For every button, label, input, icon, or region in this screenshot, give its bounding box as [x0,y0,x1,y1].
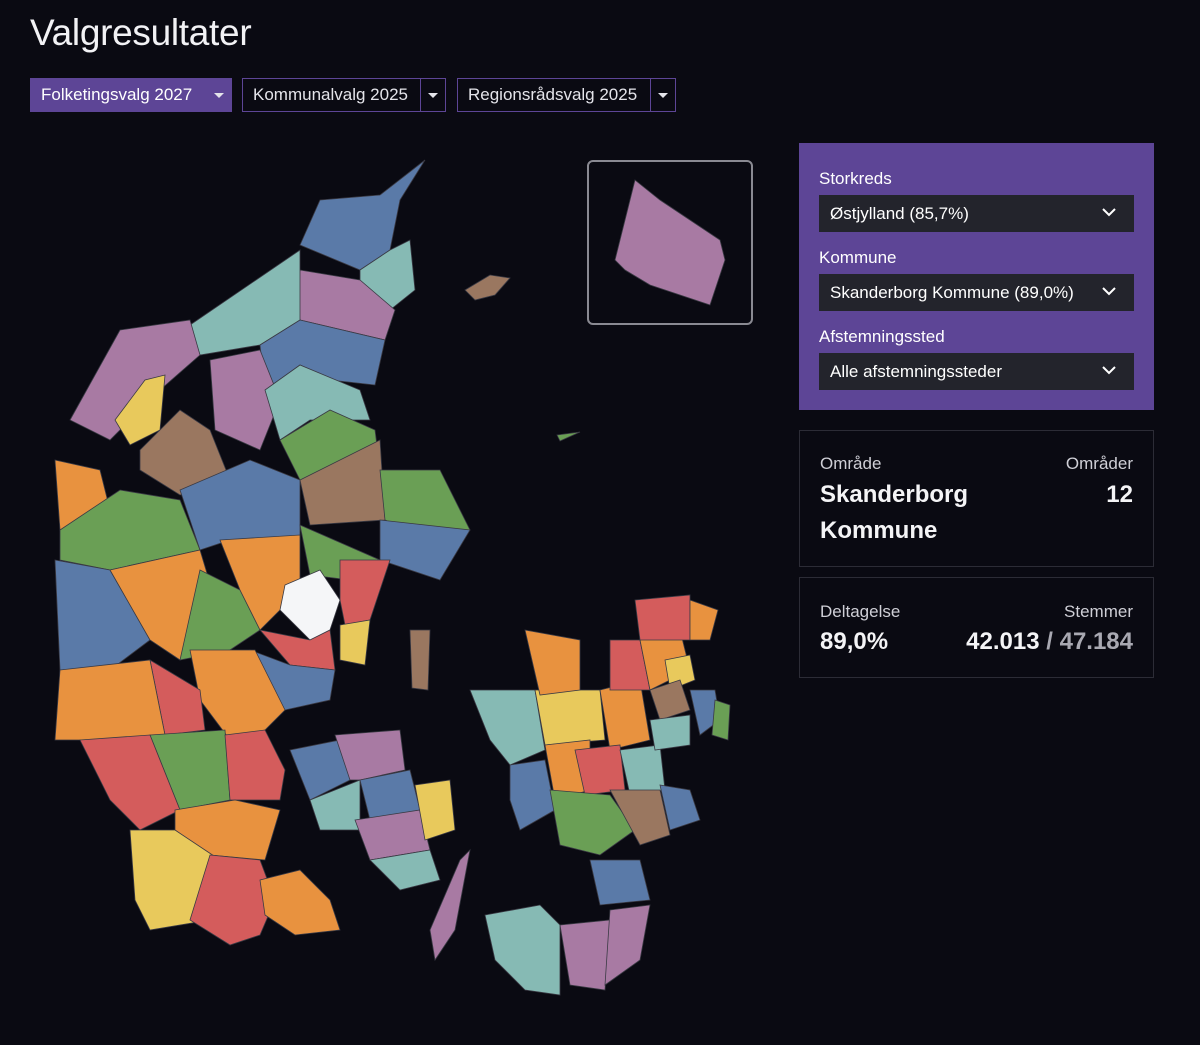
municipality[interactable] [339,559,391,626]
municipality[interactable] [379,469,471,531]
municipality[interactable] [258,629,336,671]
bornholm-inset [587,160,753,325]
municipality[interactable] [189,854,276,946]
tab-label: Kommunalvalg 2025 [253,85,408,104]
municipality[interactable] [54,659,166,741]
municipality[interactable] [209,349,281,451]
municipality[interactable] [334,729,406,781]
dropdown-caret[interactable] [650,79,675,111]
votes-cast: 42.013 [966,628,1040,655]
dropdown-caret[interactable] [207,79,231,111]
area-label: Område [820,454,882,473]
filter-select[interactable]: Østjylland (85,7%) [819,195,1134,232]
chevron [1102,208,1116,217]
municipality[interactable] [379,519,471,581]
select-value: Østjylland (85,7%) [830,203,969,223]
municipality[interactable] [339,619,371,666]
municipality[interactable] [589,859,651,906]
filter-label: Storkreds [819,169,892,188]
election-tab[interactable]: Folketingsvalg 2027 [30,78,232,112]
eligible-voters: 47.184 [1059,628,1133,655]
municipality[interactable] [369,849,441,891]
municipality[interactable] [619,744,666,796]
municipality[interactable] [69,319,201,441]
municipality[interactable] [429,848,471,962]
municipality[interactable] [409,629,431,691]
dropdown-caret[interactable] [420,79,445,111]
filter-label: Kommune [819,248,897,267]
municipality[interactable] [649,679,691,721]
municipality[interactable] [464,274,511,301]
election-tab[interactable]: Kommunalvalg 2025 [242,78,446,112]
municipality[interactable] [299,159,426,271]
municipality[interactable] [604,904,651,986]
filter-select[interactable]: Skanderborg Kommune (89,0%) [819,274,1134,311]
turnout-value: 89,0% [820,628,889,655]
count-label: Områder [1065,454,1133,473]
select-value: Skanderborg Kommune (89,0%) [830,282,1074,302]
municipality[interactable] [79,734,181,831]
turnout-label: Deltagelse [820,602,901,621]
area-name: Skanderborg Kommune [820,481,969,544]
municipality[interactable] [484,904,561,996]
turnout-card: Deltagelse Stemmer 89,0% 42.013 / 47.184 [799,577,1154,678]
municipality[interactable] [659,784,701,831]
filter-select[interactable]: Alle afstemningssteder [819,353,1134,390]
municipality[interactable] [556,431,581,442]
municipality[interactable] [534,689,606,746]
municipality[interactable] [259,869,341,936]
municipality[interactable] [614,179,726,306]
municipality[interactable] [469,689,546,766]
votes-label: Stemmer [1064,602,1133,621]
municipality[interactable] [634,594,691,641]
municipality[interactable] [414,779,456,841]
area-card: Område Områder Skanderborg Kommune 12 [799,430,1154,567]
tab-label: Regionsrådsvalg 2025 [468,85,638,104]
votes: 42.013 / 47.184 [966,624,1133,660]
page-title: Valgresultater [30,12,252,53]
municipality[interactable] [549,789,636,856]
election-tab[interactable]: Regionsrådsvalg 2025 [457,78,676,112]
municipality[interactable] [649,714,691,751]
tab-label: Folketingsvalg 2027 [41,85,193,104]
municipality[interactable] [524,629,581,696]
filter-panel: Storkreds Østjylland (85,7%) Kommune Ska… [799,143,1154,410]
municipality[interactable] [509,759,556,831]
municipality[interactable] [224,729,286,801]
select-value: Alle afstemningssteder [830,361,1002,381]
area-count: 12 [1106,481,1133,508]
municipality[interactable] [689,599,719,641]
filter-label: Afstemningssted [819,327,945,346]
municipality[interactable] [114,374,166,446]
separator: / [1046,628,1053,655]
municipality[interactable] [179,569,261,661]
municipality[interactable] [711,699,731,741]
chevron [1102,366,1116,375]
chevron [1102,287,1116,296]
municipality[interactable] [664,654,696,691]
map [54,159,753,996]
municipality[interactable] [559,919,611,991]
municipality[interactable] [609,789,671,846]
municipality[interactable] [599,679,651,751]
municipality[interactable] [54,559,151,671]
